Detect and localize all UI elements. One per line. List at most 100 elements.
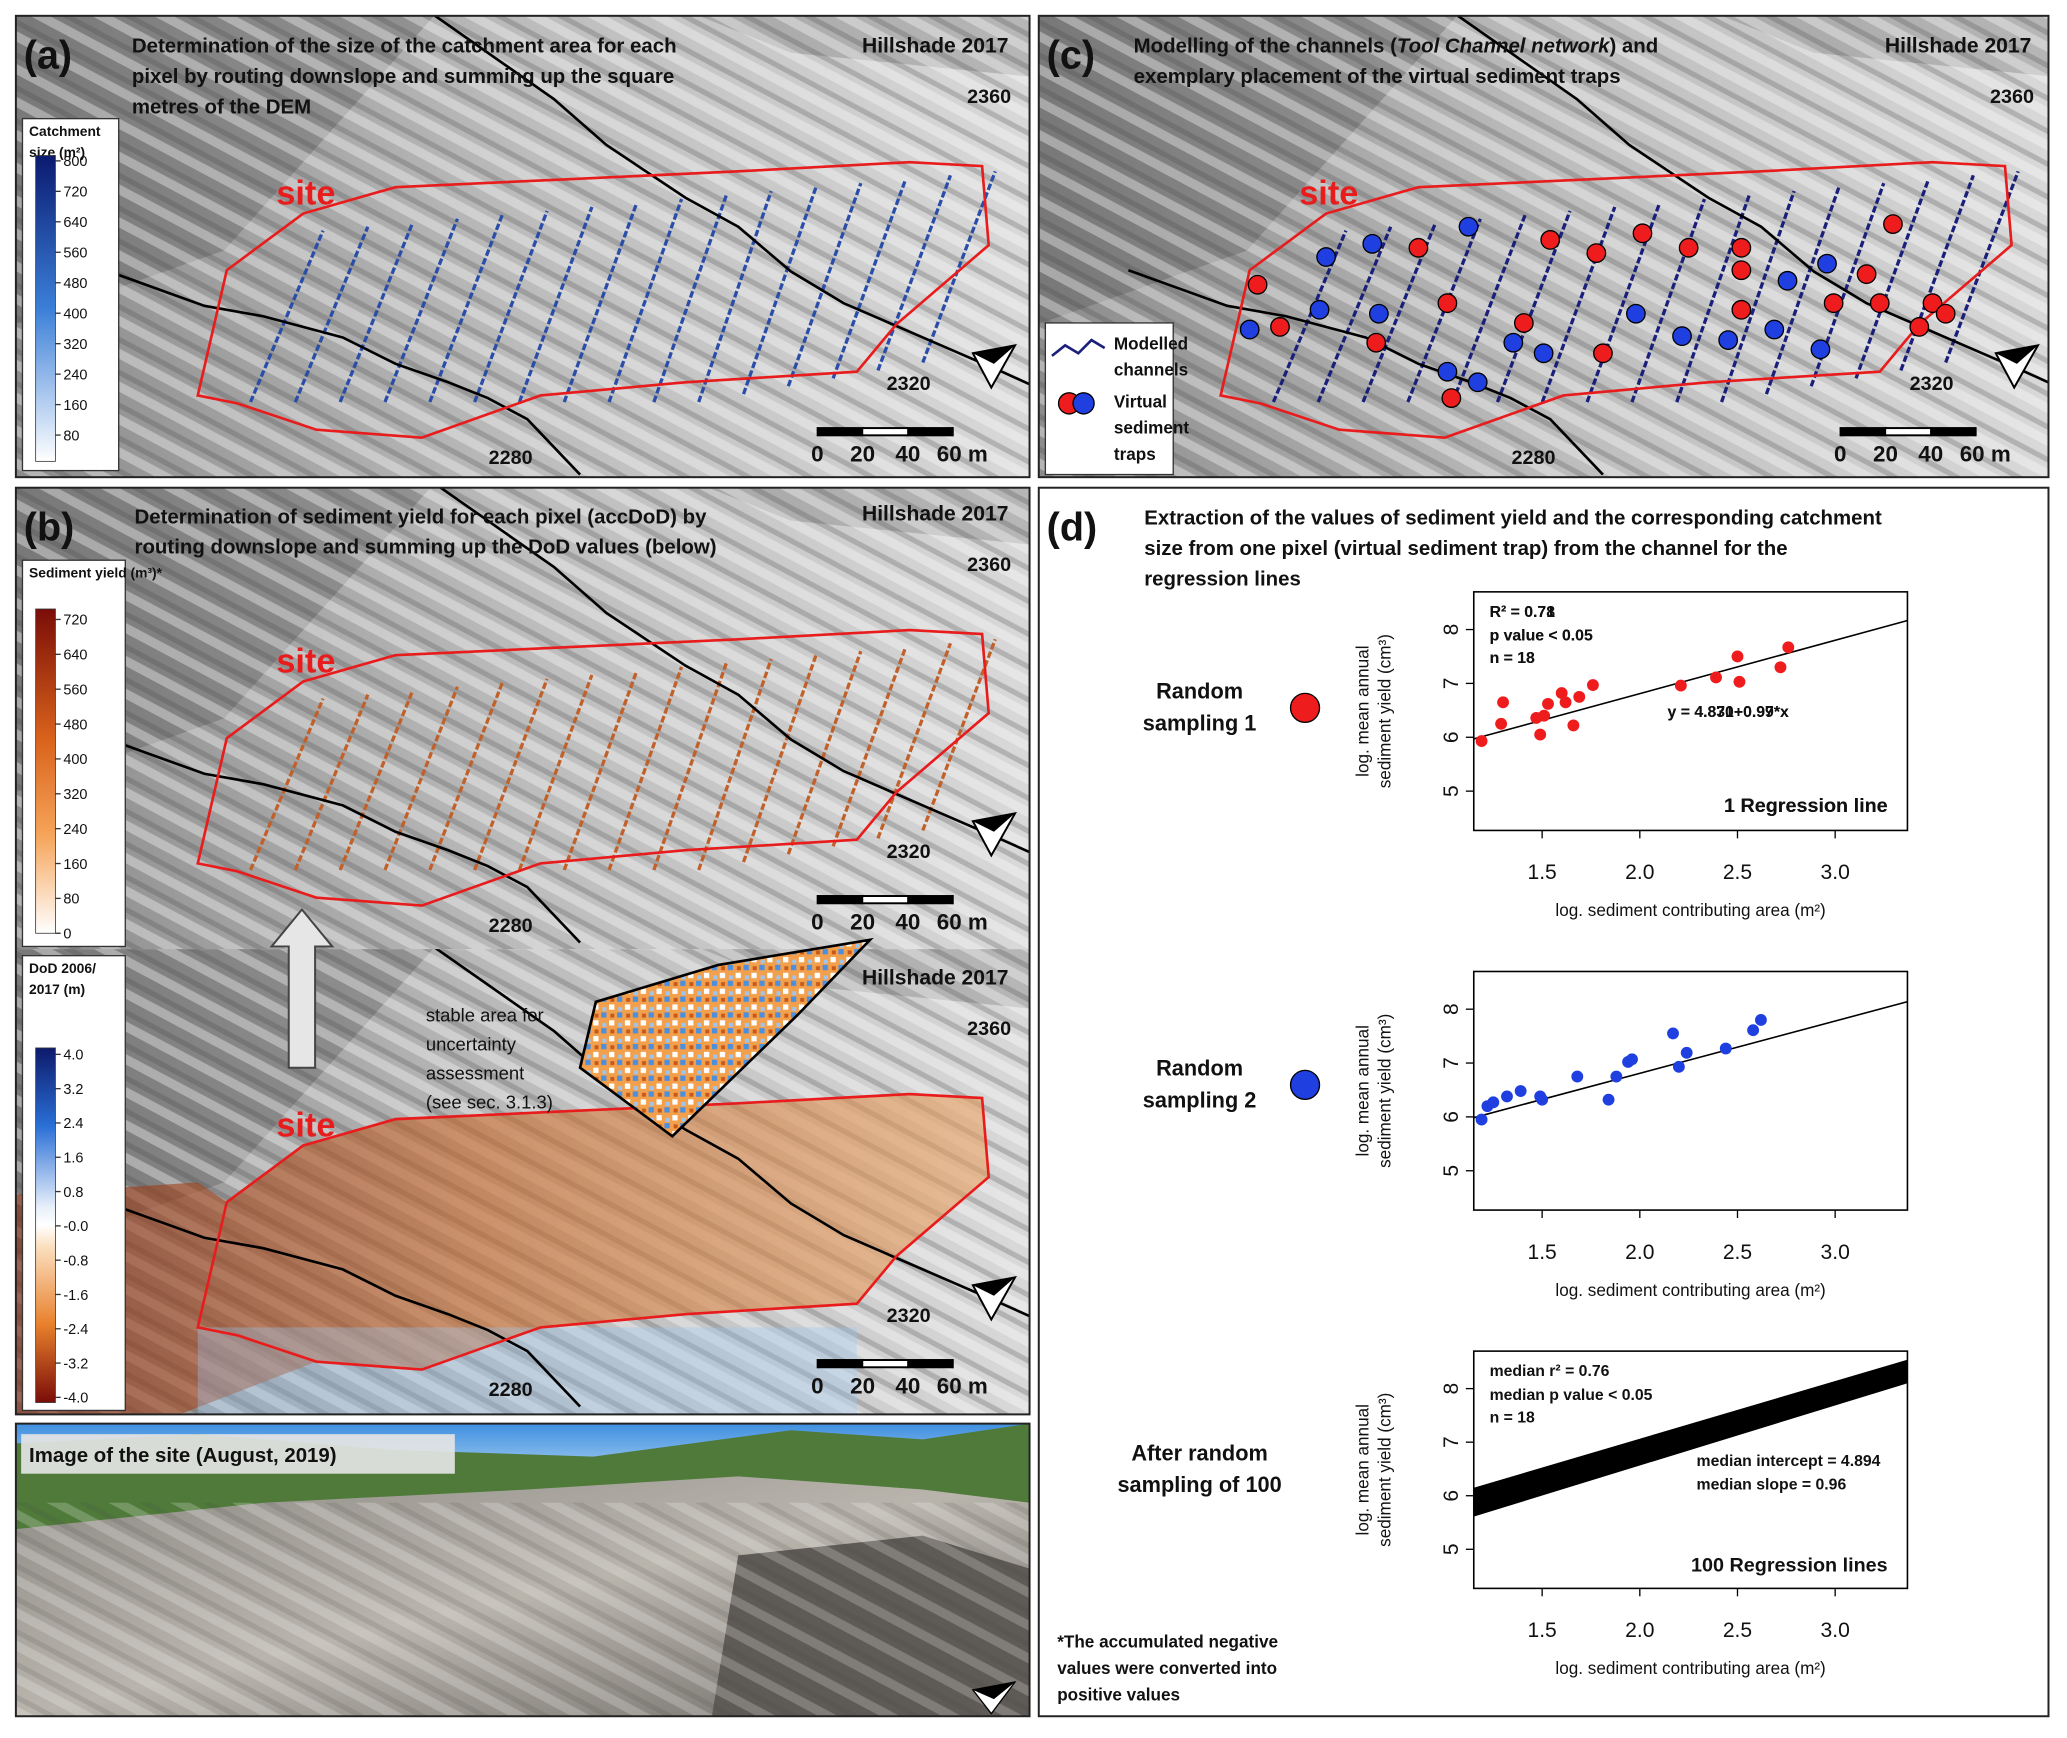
data-point (1573, 690, 1586, 703)
contour-line (105, 268, 582, 476)
x-tick-label: 2.0 (1625, 1241, 1654, 1264)
x-axis-label: log. sediment contributing area (m²) (1555, 1280, 1825, 1300)
channel (921, 170, 997, 364)
colorbar-tick-label: -1.6 (63, 1288, 88, 1304)
data-point (1571, 1070, 1584, 1083)
data-point (1774, 661, 1787, 674)
annotation: R² = 0.71 (1490, 604, 1556, 621)
scale-label: 60 m (937, 441, 988, 466)
footnote: values were converted into (1057, 1658, 1277, 1678)
panel-title: Determination of the size of the catchme… (132, 36, 677, 58)
y-axis-label: log. mean annual (1352, 645, 1372, 776)
y-axis-label: log. mean annual (1352, 1025, 1372, 1156)
stable-area-label: assessment (426, 1063, 524, 1084)
north-arrow (1995, 345, 2038, 364)
colorbar-tick-label: 400 (63, 752, 87, 768)
y-tick-label: 8 (1440, 624, 1463, 636)
colorbar-tick-label: -2.4 (63, 1322, 88, 1338)
data-point (1475, 1113, 1488, 1126)
row-label: Random (1156, 1056, 1243, 1081)
sediment-trap (1503, 332, 1524, 353)
channel (293, 694, 370, 871)
channel (338, 690, 415, 871)
basemap-label: Hillshade 2017 (862, 967, 1008, 990)
colorbar-tick-label: 4.0 (63, 1048, 83, 1064)
sediment-trap (1540, 230, 1561, 250)
colorbar-tick-label: 640 (63, 215, 87, 231)
legend-trap (1072, 392, 1095, 415)
sediment-trap (1632, 223, 1653, 244)
hillshade-texture (15, 15, 1030, 478)
data-point (1610, 1070, 1623, 1083)
panel-title: pixel by routing downslope and summing u… (132, 66, 674, 88)
annotation: 100 Regression lines (1691, 1554, 1888, 1576)
sediment-trap (1247, 274, 1268, 295)
colorbar-tick-label: 80 (63, 892, 79, 908)
contour-label: 2320 (887, 373, 931, 395)
channel (1540, 206, 1617, 403)
sediment-trap (1586, 243, 1607, 263)
colorbar-tick-label: 560 (63, 682, 87, 698)
stable-area-label: uncertainty (426, 1034, 517, 1055)
panel-label: (c) (1047, 34, 1095, 78)
channel (921, 638, 997, 832)
x-tick-label: 2.0 (1625, 861, 1654, 884)
data-point (1782, 641, 1795, 654)
annotation: R² = 0.78 (1490, 604, 1556, 621)
x-tick-label: 3.0 (1821, 1241, 1850, 1264)
data-point (1747, 1024, 1760, 1037)
colorbar-tick-label: 480 (63, 717, 87, 733)
colorbar-tick-label: 240 (63, 367, 87, 383)
map-layer: Hillshade 2017 2360 2320 2280 site 0 20 40 60 m (1038, 15, 2049, 478)
colorbar-tick-label: -4.0 (63, 1391, 88, 1407)
y-tick-label: 7 (1440, 1057, 1463, 1069)
channel (517, 206, 594, 403)
channel (1899, 174, 1975, 371)
colorbar (35, 1047, 56, 1403)
stable-area-label: (see sec. 3.1.3) (426, 1092, 553, 1113)
colorbar-tick-label: 2.4 (63, 1116, 83, 1132)
sediment-trap (1593, 343, 1613, 364)
sediment-trap (1316, 247, 1337, 267)
scale-bar (862, 897, 908, 903)
site-outline (1219, 160, 2013, 439)
hillshade-texture (15, 487, 1030, 950)
footnote: *The accumulated negative (1057, 1632, 1278, 1652)
annotation: median intercept = 4.894 (1697, 1453, 1881, 1470)
panel-frame (14, 1422, 1031, 1718)
sediment-trap (1309, 299, 1330, 320)
contour-label: 2280 (489, 1379, 533, 1401)
north-arrow (972, 1277, 1016, 1296)
y-tick-label: 5 (1440, 785, 1463, 797)
x-tick-label: 2.5 (1723, 1619, 1752, 1642)
sediment-trap (1764, 319, 1785, 340)
annotation: median p value < 0.05 (1490, 1387, 1653, 1404)
data-point (1542, 697, 1554, 710)
sediment-trap (1856, 264, 1877, 285)
data-point (1514, 1085, 1527, 1097)
sediment-trap (1362, 233, 1383, 254)
channel (1316, 226, 1393, 403)
x-tick-label: 3.0 (1821, 1619, 1850, 1642)
colorbar-tick-label: 720 (63, 185, 87, 201)
panel-label: (a) (24, 34, 72, 78)
sediment-trap (1408, 237, 1429, 258)
map-panel: Hillshade 2017 2360 2320 2280 site 0 20 40 60 m (1038, 15, 2049, 478)
row-label: sampling of 100 (1117, 1472, 1281, 1497)
title-segment: ) and (1609, 36, 1658, 58)
x-tick-label: 2.5 (1723, 861, 1752, 884)
dod-overlay (197, 1327, 857, 1415)
channel (428, 214, 504, 403)
colorbar-tick-label: 480 (63, 276, 87, 292)
basemap-label: Hillshade 2017 (862, 35, 1008, 58)
colorbar-tick-label: 400 (63, 306, 87, 322)
contour-label: 2320 (887, 841, 931, 863)
scale-label: 20 (850, 909, 875, 934)
sediment-trap (1270, 317, 1290, 337)
channel (562, 670, 639, 871)
x-tick-label: 3.0 (1821, 861, 1850, 884)
caption-box (21, 1434, 455, 1474)
contour-line (1457, 15, 2049, 384)
panel-title: regression lines (1144, 568, 1301, 590)
stable-area (578, 937, 874, 1138)
